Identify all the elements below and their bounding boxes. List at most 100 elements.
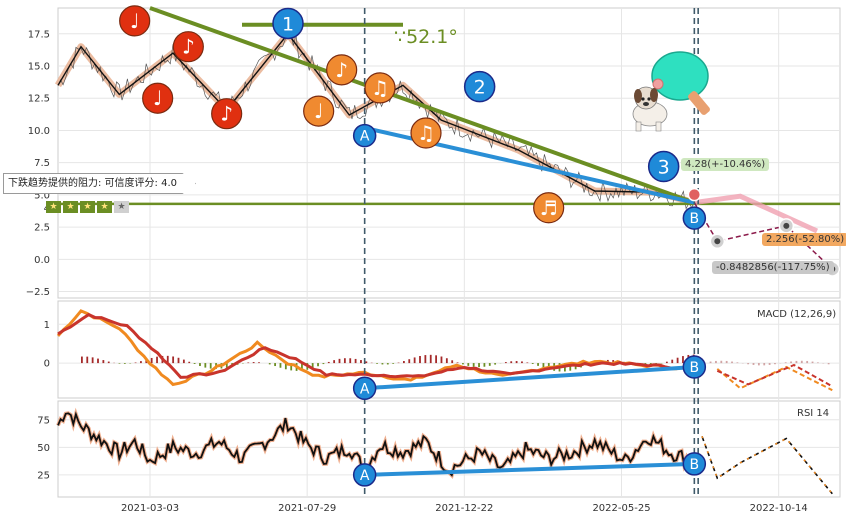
macd-bar bbox=[795, 360, 798, 364]
panel-frame bbox=[57, 300, 841, 399]
wave-marker bbox=[647, 150, 680, 183]
macd-bar bbox=[429, 354, 432, 364]
macd-bar bbox=[102, 360, 105, 364]
macd-bar bbox=[199, 363, 201, 367]
macd-dea-line bbox=[57, 312, 695, 379]
macd-bar bbox=[531, 363, 534, 365]
macd-bar bbox=[682, 356, 684, 364]
forecast-callout-low: -0.8482856(-117.75%) bbox=[712, 261, 834, 274]
note-glyph: ♫ bbox=[371, 76, 389, 100]
y-tick-label: 75 bbox=[37, 415, 50, 426]
macd-bar bbox=[504, 362, 507, 364]
macd-bar bbox=[290, 363, 293, 371]
macd-bar bbox=[107, 361, 110, 364]
macd-bar bbox=[166, 355, 169, 364]
current-point bbox=[687, 187, 702, 202]
macd-bar bbox=[91, 357, 94, 364]
forecast-point-core bbox=[783, 222, 790, 229]
rsi-panel-title: RSI 14 bbox=[797, 408, 829, 419]
macd-forecast-line bbox=[716, 365, 833, 392]
macd-bar bbox=[521, 361, 523, 364]
macd-bar bbox=[665, 361, 668, 364]
macd-bar bbox=[440, 356, 443, 364]
y-tick-label: 5.0 bbox=[34, 190, 50, 201]
macd-bar bbox=[301, 363, 303, 371]
macd-bar bbox=[258, 362, 260, 364]
macd-bar bbox=[467, 363, 470, 366]
y-tick-label: 0.0 bbox=[34, 255, 50, 266]
macd-bar bbox=[709, 361, 712, 364]
macd-bar bbox=[736, 362, 739, 364]
note-marker bbox=[211, 98, 243, 130]
forecast-line-dashed bbox=[693, 202, 833, 270]
wave-marker-label: 2 bbox=[474, 77, 486, 99]
macd-bar bbox=[247, 362, 250, 364]
x-tick-label: 2021-12-22 bbox=[435, 503, 493, 514]
macd-bar bbox=[343, 358, 346, 364]
wave-marker bbox=[352, 123, 377, 148]
macd-bar bbox=[757, 363, 760, 366]
macd-bar bbox=[252, 362, 255, 364]
macd-marker-label: A bbox=[360, 381, 370, 397]
macd-bar bbox=[413, 357, 416, 364]
y-tick-label: −2.5 bbox=[26, 287, 50, 298]
axis-tick-labels: 2021-03-03 2021-07-29 2021-12-22 2022-05-25… bbox=[26, 29, 808, 514]
macd-bar bbox=[451, 360, 454, 364]
macd-bar bbox=[510, 361, 513, 364]
macd-bar bbox=[204, 363, 207, 368]
macd-bar bbox=[445, 358, 448, 364]
macd-bar bbox=[790, 361, 792, 364]
rating-star-filled-icon: ★ bbox=[80, 201, 95, 213]
rsi-line bbox=[57, 411, 695, 477]
ping-pong-paddle-icon bbox=[651, 51, 710, 115]
macd-divergence-marker bbox=[352, 376, 377, 401]
macd-bar bbox=[268, 363, 271, 365]
y-tick-label: 1 bbox=[44, 320, 50, 331]
macd-bar bbox=[392, 363, 395, 364]
macd-bar bbox=[349, 358, 352, 364]
macd-bar bbox=[118, 363, 121, 364]
macd-bar bbox=[225, 363, 228, 368]
macd-bar bbox=[800, 360, 803, 364]
x-tick-label: 2022-05-25 bbox=[592, 503, 650, 514]
macd-bar bbox=[284, 363, 287, 370]
macd-bar bbox=[526, 362, 529, 364]
downtrend-line bbox=[149, 6, 695, 205]
y-tick-label: 17.5 bbox=[28, 29, 50, 40]
note-glyph: ♪ bbox=[220, 102, 233, 126]
wave-marker bbox=[682, 206, 707, 230]
note-glyph: ♫ bbox=[417, 121, 435, 145]
y-tick-label: 2.5 bbox=[34, 223, 50, 234]
macd-bar bbox=[715, 360, 717, 364]
macd-bar bbox=[747, 363, 750, 365]
panel-frame bbox=[57, 7, 841, 299]
macd-bar bbox=[817, 362, 819, 364]
macd-bar bbox=[752, 363, 755, 365]
note-glyph: ♪ bbox=[182, 35, 195, 59]
macd-bar bbox=[472, 363, 475, 367]
price-wave-line bbox=[57, 32, 695, 204]
rating-star-filled-icon: ★ bbox=[97, 201, 112, 213]
note-glyph: ♩ bbox=[130, 9, 139, 33]
forecast-point-core bbox=[714, 238, 721, 245]
macd-panel-title: MACD (12,26,9) bbox=[757, 309, 836, 320]
angle-label: ∵52.1° bbox=[394, 26, 458, 48]
forecast-callout-mid: 2.256(-52.80%) bbox=[762, 233, 846, 246]
macd-bar bbox=[360, 360, 362, 364]
macd-bar bbox=[806, 360, 809, 364]
rating-star-empty-icon: ★ bbox=[114, 201, 129, 213]
y-tick-label: 25 bbox=[37, 470, 50, 481]
panel-frame bbox=[57, 400, 841, 498]
macd-bar bbox=[456, 362, 459, 364]
macd-bar bbox=[182, 359, 185, 364]
y-tick-label: 0 bbox=[44, 359, 50, 370]
note-glyph: ♩ bbox=[314, 99, 323, 123]
y-tick-label: 15.0 bbox=[28, 62, 50, 73]
macd-bar bbox=[311, 363, 314, 369]
rsi-divergence-marker bbox=[352, 463, 377, 487]
macd-bar bbox=[488, 363, 491, 366]
wave-marker-label: B bbox=[690, 211, 700, 227]
x-tick-label: 2021-07-29 bbox=[278, 503, 336, 514]
macd-bar bbox=[827, 363, 830, 365]
macd-bar bbox=[177, 357, 180, 364]
